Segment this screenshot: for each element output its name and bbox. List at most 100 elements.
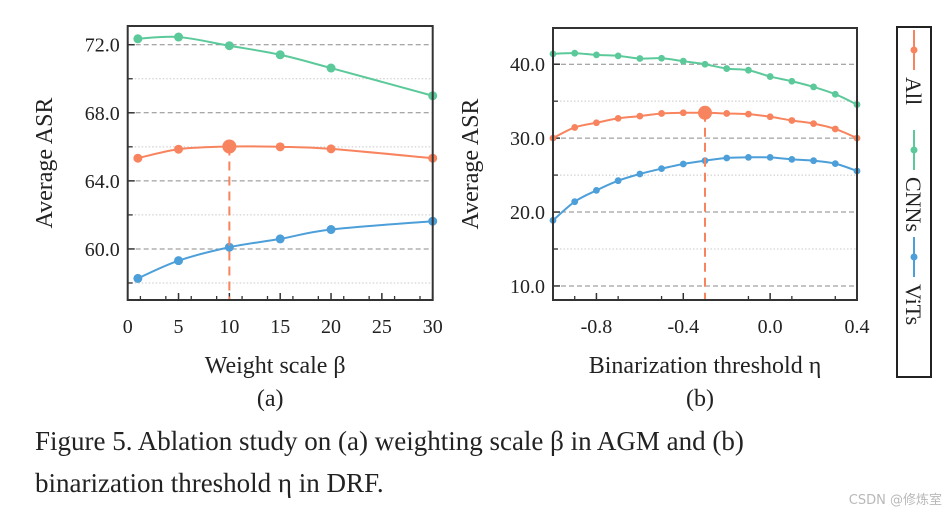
data-point-vits [224,242,234,252]
legend-item-vits: ViTs [901,237,926,325]
panel-label: (a) [257,386,284,412]
data-point-all [658,110,665,117]
data-point-all [679,109,687,117]
data-point-cnns [133,34,143,44]
legend: All CNNs ViTs [896,26,932,378]
data-point-cnns [174,32,184,42]
y-axis-label: Average ASR [458,99,484,230]
data-point-vits [593,186,600,194]
data-point-vits [831,160,839,168]
series-line-cnns [137,35,433,97]
data-point-cnns [810,83,817,91]
data-point-all [766,113,774,121]
x-axis-label: Weight scale β [205,353,346,379]
x-tick-label: -0.8 [581,316,613,338]
data-point-cnns [614,52,622,60]
data-point-cnns [326,63,336,73]
data-point-vits [723,154,731,162]
data-point-cnns [658,54,665,62]
data-point-vits [766,153,774,161]
data-point-cnns [275,50,285,60]
data-point-all [831,125,839,133]
caption-line-2: binarization threshold η in DRF. [35,468,384,498]
plot-frame [126,25,434,301]
data-point-vits [133,273,143,283]
data-point-vits [571,198,579,206]
y-axis-label: Average ASR [32,98,58,229]
data-point-cnns [593,51,600,59]
y-tick-label: 60.0 [85,239,120,261]
series-cnns [549,49,861,108]
x-tick-label: 30 [423,316,443,338]
y-tick-label: 10.0 [510,276,545,298]
data-point-vits [745,153,752,161]
data-point-all [275,142,285,152]
data-point-all [745,110,752,118]
data-point-cnns [636,55,644,62]
data-point-vits [614,177,622,185]
highlight-point [222,139,237,154]
data-point-vits [810,157,817,165]
y-tick-label: 72.0 [85,35,120,57]
series-all [133,141,438,163]
panel-label: (b) [686,386,714,412]
y-tick-label: 68.0 [85,103,120,125]
data-point-cnns [701,60,709,68]
legend-box [896,26,932,378]
data-point-all [810,120,817,128]
chart-b: 10.0 20.0 30.0 40.0 -0.8 -0.4 0.0 0.4 Average AS… [458,27,870,412]
data-point-vits [326,225,336,235]
x-tick-label: 0.4 [845,316,870,338]
legend-item-all: All [901,30,926,105]
y-tick-label: 20.0 [510,202,545,224]
data-point-vits [174,256,184,266]
series-vits [133,216,438,283]
x-tick-label: 15 [270,316,290,338]
data-point-cnns [831,90,839,98]
series-line-vits [137,220,433,280]
x-tick-label: 10 [219,316,239,338]
watermark: CSDN @修炼室 [848,493,942,508]
y-tick-label: 64.0 [85,171,120,193]
data-point-cnns [745,66,752,74]
y-tick-label: 30.0 [510,128,545,150]
data-point-vits [788,155,796,163]
data-point-all [788,117,796,124]
data-point-vits [679,160,687,168]
x-tick-label: 25 [372,316,392,338]
data-point-all [571,124,579,131]
data-point-cnns [766,73,774,80]
chart-a: 60.0 64.0 68.0 72.0 0 5 10 15 20 25 30 Average ASR W… [32,25,443,412]
data-point-all [174,144,184,154]
plot-frame [552,27,858,301]
data-point-vits [636,170,644,178]
highlight-point [698,105,712,120]
x-axis-label: Binarization threshold η [589,353,822,379]
legend-label: CNNs [901,177,926,232]
data-point-cnns [571,49,579,57]
x-tick-label: 20 [321,316,341,338]
legend-label: ViTs [901,284,926,325]
data-point-cnns [723,65,731,72]
data-point-all [326,144,336,154]
legend-item-cnns: CNNs [901,130,926,232]
x-tick-label: 5 [174,316,184,338]
x-tick-label: 0 [123,316,133,338]
legend-marker [910,146,918,154]
data-point-vits [658,165,665,173]
caption-line-1: Figure 5. Ablation study on (a) weightin… [35,426,744,456]
y-tick-label: 40.0 [510,54,545,76]
data-point-all [593,119,600,127]
data-point-vits [275,234,285,244]
data-point-cnns [788,77,796,85]
data-point-all [133,153,143,163]
data-point-cnns [224,41,234,51]
data-point-all [636,112,644,120]
legend-marker [910,253,918,261]
data-point-all [723,110,731,117]
data-point-cnns [679,57,687,65]
legend-marker [910,46,918,54]
series-cnns [133,32,438,101]
data-point-all [614,114,622,122]
